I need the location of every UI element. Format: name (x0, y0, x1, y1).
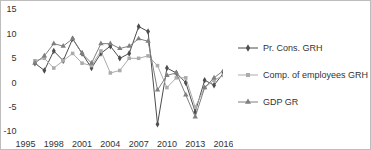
svg-text:5: 5 (11, 53, 16, 63)
svg-text:1995: 1995 (15, 139, 35, 149)
svg-text:15: 15 (6, 4, 16, 14)
svg-text:2010: 2010 (157, 139, 177, 149)
html-text:GDP GR: GDP GR (263, 96, 299, 107)
svg-text:-10: -10 (3, 126, 16, 136)
svg-text:-5: -5 (8, 102, 16, 112)
svg-text:2007: 2007 (129, 139, 149, 149)
svg-text:1998: 1998 (44, 139, 64, 149)
svg-text:2013: 2013 (185, 139, 205, 149)
svg-text:0: 0 (11, 78, 16, 88)
svg-text:10: 10 (6, 29, 16, 39)
html-text:Pr. Cons. GRH: Pr. Cons. GRH (263, 42, 323, 53)
svg-text:2004: 2004 (100, 139, 120, 149)
svg-text:2001: 2001 (72, 139, 92, 149)
html-text:Comp. of employees GRH: Comp. of employees GRH (263, 69, 368, 80)
svg-text:2016: 2016 (213, 139, 233, 149)
